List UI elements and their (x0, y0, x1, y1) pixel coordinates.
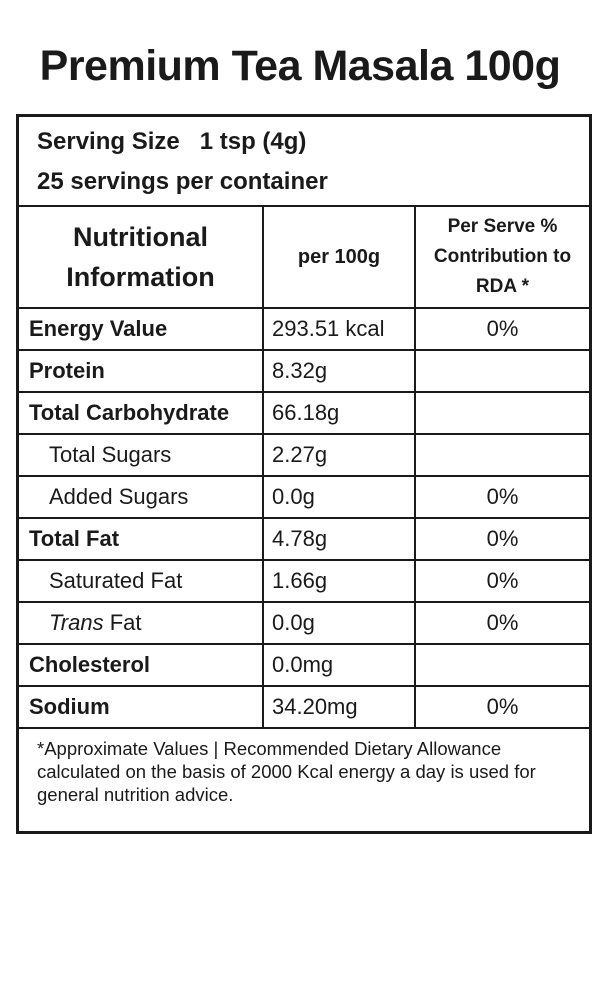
nutrition-table: Nutritional Information per 100g Per Ser… (19, 207, 589, 729)
rda-value: 0% (414, 559, 589, 603)
nutrient-row: Total Fat 4.78g 0% (19, 517, 589, 561)
serving-size: 1 tsp (4g) (199, 128, 307, 155)
per-100g-value: 0.0mg (262, 643, 416, 687)
servings-per-container: 25 servings per container (37, 168, 328, 195)
nutrition-panel: Serving Size 1 tsp (4g) 25 servings per … (16, 114, 592, 834)
nutrient-name: Added Sugars (19, 475, 264, 519)
rda-value: 0% (414, 475, 589, 519)
rda-value: 0% (414, 685, 589, 729)
rda-value (414, 433, 589, 477)
per-100g-value: 2.27g (262, 433, 416, 477)
nutrient-row: Total Carbohydrate 66.18g (19, 391, 589, 435)
nutrient-row: Added Sugars 0.0g 0% (19, 475, 589, 519)
per-100g-value: 8.32g (262, 349, 416, 393)
rda-value: 0% (414, 308, 589, 351)
per-100g-value: 0.0g (262, 475, 416, 519)
nutrient-row: Trans Fat 0.0g 0% (19, 601, 589, 645)
per-100g-value: 293.51 kcal (262, 308, 416, 351)
nutrient-name-text: Energy Value (29, 316, 168, 341)
nutrient-name-text: Total Fat (29, 526, 120, 551)
nutrient-name-text: Added Sugars (49, 484, 189, 509)
nutrient-row: Saturated Fat 1.66g 0% (19, 559, 589, 603)
rda-value (414, 349, 589, 393)
nutrient-name: Protein (19, 349, 264, 393)
nutrient-name: Total Sugars (19, 433, 264, 477)
per-100g-value: 34.20mg (262, 685, 416, 729)
per-100g-value: 0.0g (262, 601, 416, 645)
per-100g-value: 1.66g (262, 559, 416, 603)
nutrient-name-text: Total Sugars (49, 442, 172, 467)
rda-value (414, 643, 589, 687)
serving-info: Serving Size 1 tsp (4g) 25 servings per … (19, 117, 589, 207)
nutrient-row: Total Sugars 2.27g (19, 433, 589, 477)
product-title: Premium Tea Masala 100g (39, 42, 561, 90)
header-cell: Nutritional Information (19, 207, 264, 309)
nutrient-name-text: Cholesterol (29, 652, 151, 677)
nutrient-name: Trans Fat (19, 601, 264, 645)
nutrient-name-text: Saturated Fat (49, 568, 183, 593)
rda-value: 0% (414, 601, 589, 645)
nutrient-row: Sodium 34.20mg 0% (19, 685, 589, 729)
serving-size-label: Serving Size (37, 128, 180, 155)
nutrient-name: Cholesterol (19, 643, 264, 687)
nutrient-name-text: Fat (109, 610, 142, 635)
nutrient-name-italic: Trans (49, 610, 104, 635)
nutrient-name: Total Carbohydrate (19, 391, 264, 435)
nutrient-name: Total Fat (19, 517, 264, 561)
rda-value (414, 391, 589, 435)
nutrient-name: Saturated Fat (19, 559, 264, 603)
nutrient-name-text: Sodium (29, 694, 110, 719)
nutrient-name-text: Protein (29, 358, 105, 383)
nutrient-row: Cholesterol 0.0mg (19, 643, 589, 687)
header-cell: Per Serve % Contribution to RDA * (414, 207, 589, 309)
nutrient-row: Protein 8.32g (19, 349, 589, 393)
per-100g-value: 66.18g (262, 391, 416, 435)
header-cell: per 100g (262, 207, 416, 309)
nutrient-name: Energy Value (19, 308, 264, 351)
nutrient-row: Energy Value 293.51 kcal 0% (19, 308, 589, 351)
nutrient-name-text: Total Carbohydrate (29, 400, 230, 425)
rda-value: 0% (414, 517, 589, 561)
per-100g-value: 4.78g (262, 517, 416, 561)
nutrient-name: Sodium (19, 685, 264, 729)
footnote: *Approximate Values | Recommended Dietar… (37, 738, 536, 805)
serving-size-line: Serving Size 1 tsp (4g) (37, 127, 589, 167)
